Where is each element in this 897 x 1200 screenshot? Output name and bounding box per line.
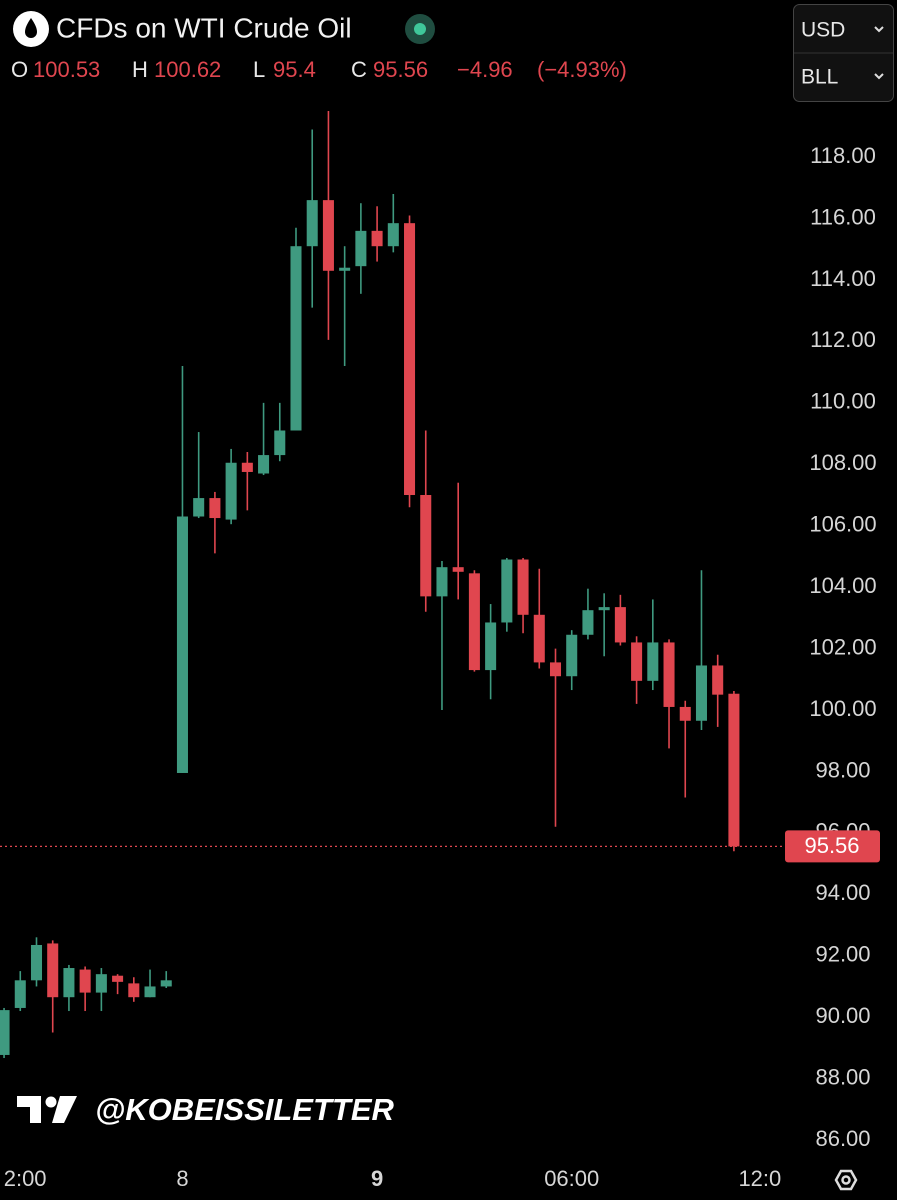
candle-body <box>306 200 318 247</box>
candle-body <box>128 983 140 998</box>
candle-body <box>404 223 416 496</box>
candle-body <box>322 200 334 271</box>
low-label: L <box>253 57 265 82</box>
chart-title: CFDs on WTI Crude Oil <box>56 12 352 43</box>
open-value: 100.53 <box>33 57 100 82</box>
y-tick-label: 112.00 <box>810 327 876 352</box>
y-tick-label: 110.00 <box>810 389 876 414</box>
unit-select[interactable]: BLL <box>801 66 838 89</box>
candle-body <box>695 665 707 721</box>
settings-button[interactable] <box>834 1169 858 1191</box>
candle-body <box>112 975 124 982</box>
y-tick-label: 108.00 <box>809 450 876 475</box>
candle-body <box>501 559 513 623</box>
candle-body <box>30 944 43 981</box>
close-label: C <box>351 57 367 82</box>
x-tick-label: 12:0 <box>738 1166 781 1191</box>
candle-body <box>176 516 188 773</box>
candle-body <box>663 642 675 707</box>
candle-body <box>517 559 529 615</box>
candle-body <box>452 567 464 572</box>
candle-body <box>647 642 659 681</box>
chevron <box>874 26 884 33</box>
candle-body <box>598 607 610 611</box>
currency-select[interactable]: USD <box>801 19 845 42</box>
y-tick-label: 90.00 <box>815 1003 870 1028</box>
watermark: @KOBEISSILETTER <box>95 1092 395 1127</box>
candle-body <box>582 610 594 635</box>
candle-body <box>485 622 497 671</box>
candle-body <box>712 665 724 695</box>
y-tick-label: 102.00 <box>809 634 876 659</box>
high-value: 100.62 <box>154 57 221 82</box>
candle-body <box>209 498 221 519</box>
y-tick-label: 104.00 <box>809 573 876 598</box>
y-tick-label: 106.00 <box>809 512 876 537</box>
candle-body <box>274 430 286 456</box>
plot-area <box>0 111 789 1164</box>
x-tick-label: 8 <box>176 1166 188 1191</box>
change: −4.96 <box>457 57 513 82</box>
y-tick-label: 92.00 <box>815 942 870 967</box>
chevron <box>874 73 884 80</box>
candle-body <box>355 230 367 267</box>
candle-body <box>47 943 59 998</box>
candle-body <box>193 498 205 517</box>
y-tick-label: 118.00 <box>810 143 876 168</box>
candle-body <box>566 634 578 677</box>
drop-icon <box>25 18 37 38</box>
candle-body <box>144 986 156 998</box>
candle-body <box>241 462 253 472</box>
low-value: 95.4 <box>273 57 316 82</box>
candle-body <box>225 462 237 520</box>
last-price-label: 95.56 <box>804 833 859 858</box>
high-label: H <box>132 57 148 82</box>
y-tick-label: 100.00 <box>809 696 876 721</box>
candle-body <box>614 607 626 643</box>
candle-body <box>436 567 448 597</box>
candle-body <box>339 267 351 271</box>
close-value: 95.56 <box>373 57 428 82</box>
candle-body <box>468 573 480 671</box>
change-percent: (−4.93%) <box>537 57 627 82</box>
candle-body <box>258 455 270 474</box>
y-tick-label: 88.00 <box>815 1064 870 1089</box>
y-tick-label: 116.00 <box>810 204 876 229</box>
y-tick-label: 86.00 <box>815 1126 870 1151</box>
candle-body <box>95 974 107 993</box>
candle-body <box>420 495 432 597</box>
candle-body <box>549 662 562 677</box>
candle-body <box>63 968 75 998</box>
open-label: O <box>11 57 28 82</box>
candle-body <box>631 642 643 681</box>
y-tick-label: 98.00 <box>815 757 870 782</box>
last-price-tag <box>785 830 880 863</box>
candle-body <box>79 969 91 993</box>
x-tick-label: 06:00 <box>544 1166 599 1191</box>
candle-body <box>387 223 399 247</box>
candle-body <box>0 1010 10 1055</box>
x-tick-label: 2:00 <box>4 1166 47 1191</box>
x-tick-label: 9 <box>371 1166 383 1191</box>
candle-body <box>290 246 302 431</box>
candle-body <box>160 980 172 987</box>
candle-body <box>14 980 26 1008</box>
y-tick-label: 114.00 <box>810 266 876 291</box>
status-dot <box>414 23 426 35</box>
tradingview-logo <box>17 1096 77 1123</box>
candle-body <box>679 706 691 721</box>
candle-body <box>533 614 545 663</box>
candle-body <box>371 230 383 247</box>
y-tick-label: 94.00 <box>815 880 870 905</box>
candle-body <box>728 693 740 847</box>
